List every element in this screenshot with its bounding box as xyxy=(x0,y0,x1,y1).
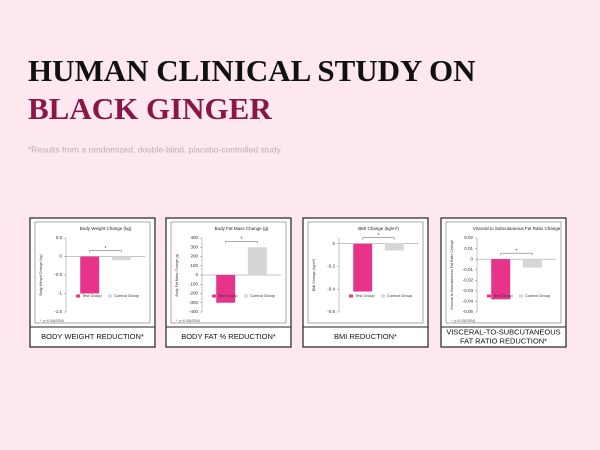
y-tick-label: 0 xyxy=(195,272,198,277)
legend-label: Test Group xyxy=(493,293,513,298)
bar xyxy=(353,243,373,292)
y-tick-label: -0.04 xyxy=(463,299,474,304)
card-caption: BODY FAT % REDUCTION* xyxy=(181,332,276,341)
bar xyxy=(384,243,404,251)
card-caption: FAT RATIO REDUCTION* xyxy=(460,336,547,345)
y-tick-label: -0.05 xyxy=(463,309,474,314)
y-tick-label: 0.02 xyxy=(464,235,473,240)
y-tick-label: 0.5 xyxy=(56,235,63,240)
y-tick-label: -0.6 xyxy=(327,309,335,314)
y-tick-label: -0.4 xyxy=(327,286,335,291)
significance-bracket xyxy=(500,252,533,256)
chart: BMI Change (kg/m²) BMI Change (kg/m²) 0 -0.… xyxy=(312,226,418,314)
legend-label: Control Group xyxy=(525,293,551,298)
significance-bracket xyxy=(89,250,122,253)
y-axis-label: Body Fat Mass Change (g) xyxy=(175,254,179,297)
legend-label: Control Group xyxy=(387,293,413,298)
bar xyxy=(491,259,511,300)
y-tick-label: -400 xyxy=(189,309,199,314)
significance-mark: * xyxy=(378,233,380,239)
significance-mark: * xyxy=(516,248,518,254)
y-axis-label: Visceral to Subcutaneous Fat Ratio Chang… xyxy=(450,240,454,310)
legend-swatch xyxy=(519,294,523,298)
y-tick-label: 0.01 xyxy=(464,246,473,251)
y-tick-label: -200 xyxy=(189,291,199,296)
title-highlight: BLACK GINGER xyxy=(28,91,272,126)
significance-bracket xyxy=(362,237,395,240)
legend-swatch xyxy=(76,294,80,298)
y-tick-label: 0 xyxy=(332,241,335,246)
y-tick-label: -100 xyxy=(189,281,199,286)
legend-swatch xyxy=(244,294,248,298)
y-axis-label: Body Weight Change (kg) xyxy=(39,254,43,295)
significance-bracket xyxy=(225,241,258,244)
y-tick-label: 100 xyxy=(190,263,198,268)
y-tick-label: -0.01 xyxy=(463,267,474,272)
legend-label: Test Group xyxy=(355,293,375,298)
chart-title: Visceral to Subcutaneous Fat Ratio Chang… xyxy=(473,226,561,231)
chart-title: Body Fat Mass Change (g) xyxy=(215,226,269,231)
footnote: *: p<0.05(SEM) xyxy=(451,319,475,323)
bar xyxy=(216,275,236,303)
chart: Body Weight Change (kg) Body Weight Chang… xyxy=(39,226,145,323)
y-tick-label: 0 xyxy=(470,256,473,261)
significance-mark: * xyxy=(105,246,107,252)
legend-swatch xyxy=(212,294,216,298)
footnote: *: p<0.05(SEM) xyxy=(176,319,200,323)
footnote: *: p<0.05(SEM) xyxy=(40,319,64,323)
legend-swatch xyxy=(108,294,112,298)
legend-label: Test Group xyxy=(82,293,102,298)
bar xyxy=(247,247,267,275)
y-tick-label: -1 xyxy=(58,291,62,296)
chart: Visceral to Subcutaneous Fat Ratio Chang… xyxy=(450,226,561,323)
bar xyxy=(80,256,100,294)
y-tick-label: 200 xyxy=(190,254,198,259)
y-tick-label: -0.2 xyxy=(327,264,335,269)
card-caption: BODY WEIGHT REDUCTION* xyxy=(41,332,144,341)
legend-swatch xyxy=(487,294,491,298)
chart-title: Body Weight Change (kg) xyxy=(80,226,132,231)
y-tick-label: -0.03 xyxy=(463,288,474,293)
legend-swatch xyxy=(349,294,353,298)
y-tick-label: -300 xyxy=(189,300,199,305)
chart: Body Fat Mass Change (g) Body Fat Mass Ch… xyxy=(175,226,281,323)
legend-label: Control Group xyxy=(250,293,276,298)
y-tick-label: -1.5 xyxy=(54,309,62,314)
y-tick-label: 300 xyxy=(190,244,198,249)
card-caption: BMI REDUCTION* xyxy=(334,332,397,341)
subtitle: *Results from a randomized, double-blind… xyxy=(28,144,283,154)
title: HUMAN CLINICAL STUDY ON xyxy=(28,53,476,88)
card-caption: VISCERAL-TO-SUBCUTANEOUS xyxy=(446,327,560,336)
y-tick-label: 400 xyxy=(190,235,198,240)
bar xyxy=(111,256,131,261)
legend-swatch xyxy=(381,294,385,298)
y-axis-label: BMI Change (kg/m²) xyxy=(312,259,316,291)
legend-label: Test Group xyxy=(218,293,238,298)
legend-label: Control Group xyxy=(114,293,140,298)
y-tick-label: 0 xyxy=(59,254,62,259)
y-tick-label: -0.02 xyxy=(463,277,474,282)
bar xyxy=(522,259,542,268)
chart-box xyxy=(170,221,287,324)
significance-mark: * xyxy=(241,237,243,243)
y-tick-label: -0.5 xyxy=(54,272,62,277)
chart-title: BMI Change (kg/m²) xyxy=(358,226,399,231)
